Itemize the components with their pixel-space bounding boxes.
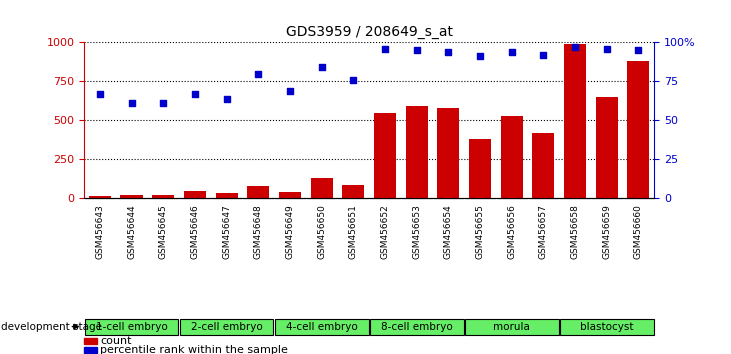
Bar — [279, 192, 301, 198]
Text: 8-cell embryo: 8-cell embryo — [381, 321, 452, 332]
Text: GSM456653: GSM456653 — [412, 204, 421, 259]
Bar — [275, 319, 368, 335]
Point — [601, 46, 613, 52]
Text: GSM456652: GSM456652 — [381, 204, 390, 259]
Bar — [184, 191, 206, 198]
Bar — [121, 195, 143, 198]
Text: 2-cell embryo: 2-cell embryo — [191, 321, 262, 332]
Bar — [84, 347, 96, 353]
Text: GSM456647: GSM456647 — [222, 204, 231, 259]
Bar — [370, 319, 463, 335]
Point — [411, 47, 423, 53]
Text: GSM456644: GSM456644 — [127, 204, 136, 259]
Bar — [216, 193, 238, 198]
Text: GSM456654: GSM456654 — [444, 204, 452, 259]
Bar — [152, 195, 175, 198]
Text: 4-cell embryo: 4-cell embryo — [286, 321, 357, 332]
Point — [157, 101, 169, 106]
Bar — [85, 319, 178, 335]
Point — [126, 101, 137, 106]
Bar — [627, 61, 650, 198]
Point — [221, 96, 232, 101]
Bar — [469, 139, 491, 198]
Bar — [560, 319, 654, 335]
Text: 1-cell embryo: 1-cell embryo — [96, 321, 167, 332]
Text: morula: morula — [493, 321, 530, 332]
Text: GSM456655: GSM456655 — [476, 204, 485, 259]
Text: GSM456659: GSM456659 — [602, 204, 611, 259]
Bar — [311, 178, 333, 198]
Bar — [84, 338, 96, 344]
Bar — [342, 185, 364, 198]
Bar — [596, 97, 618, 198]
Point — [442, 49, 454, 55]
Point — [474, 54, 486, 59]
Text: blastocyst: blastocyst — [580, 321, 634, 332]
Text: development stage: development stage — [1, 321, 102, 332]
Bar — [437, 108, 460, 198]
Bar — [465, 319, 558, 335]
Bar — [374, 113, 396, 198]
Text: GSM456660: GSM456660 — [634, 204, 643, 259]
Bar — [564, 44, 586, 198]
Point — [189, 91, 201, 97]
Bar — [180, 319, 273, 335]
Point — [569, 44, 581, 50]
Text: GSM456648: GSM456648 — [254, 204, 262, 259]
Text: percentile rank within the sample: percentile rank within the sample — [100, 345, 288, 354]
Title: GDS3959 / 208649_s_at: GDS3959 / 208649_s_at — [286, 25, 452, 39]
Text: GSM456650: GSM456650 — [317, 204, 326, 259]
Point — [632, 47, 644, 53]
Text: GSM456651: GSM456651 — [349, 204, 357, 259]
Text: GSM456645: GSM456645 — [159, 204, 167, 259]
Point — [94, 91, 106, 97]
Point — [506, 49, 518, 55]
Bar — [532, 133, 555, 198]
Text: GSM456656: GSM456656 — [507, 204, 516, 259]
Text: GSM456658: GSM456658 — [571, 204, 580, 259]
Point — [347, 77, 359, 83]
Point — [284, 88, 296, 93]
Text: GSM456646: GSM456646 — [191, 204, 200, 259]
Bar — [406, 106, 428, 198]
Point — [252, 71, 264, 76]
Point — [537, 52, 549, 58]
Text: GSM456657: GSM456657 — [539, 204, 548, 259]
Point — [379, 46, 391, 52]
Text: GSM456649: GSM456649 — [286, 204, 295, 259]
Text: count: count — [100, 336, 132, 346]
Point — [316, 64, 327, 70]
Bar — [247, 186, 270, 198]
Bar — [89, 196, 111, 198]
Bar — [501, 116, 523, 198]
Text: GSM456643: GSM456643 — [96, 204, 105, 259]
